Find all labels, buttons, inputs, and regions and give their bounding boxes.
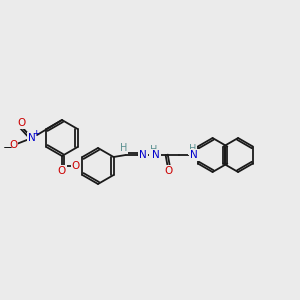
Text: O: O (164, 166, 173, 176)
Text: O: O (9, 140, 17, 150)
Text: N: N (152, 150, 160, 160)
Text: O: O (72, 161, 80, 171)
Text: N: N (190, 150, 197, 160)
Text: H: H (189, 144, 196, 154)
Text: −: − (3, 140, 13, 154)
Text: H: H (150, 145, 157, 155)
Text: N: N (28, 133, 36, 143)
Text: H: H (120, 143, 127, 153)
Text: O: O (18, 118, 26, 128)
Text: O: O (58, 166, 66, 176)
Text: N: N (139, 150, 146, 160)
Text: +: + (32, 130, 40, 139)
